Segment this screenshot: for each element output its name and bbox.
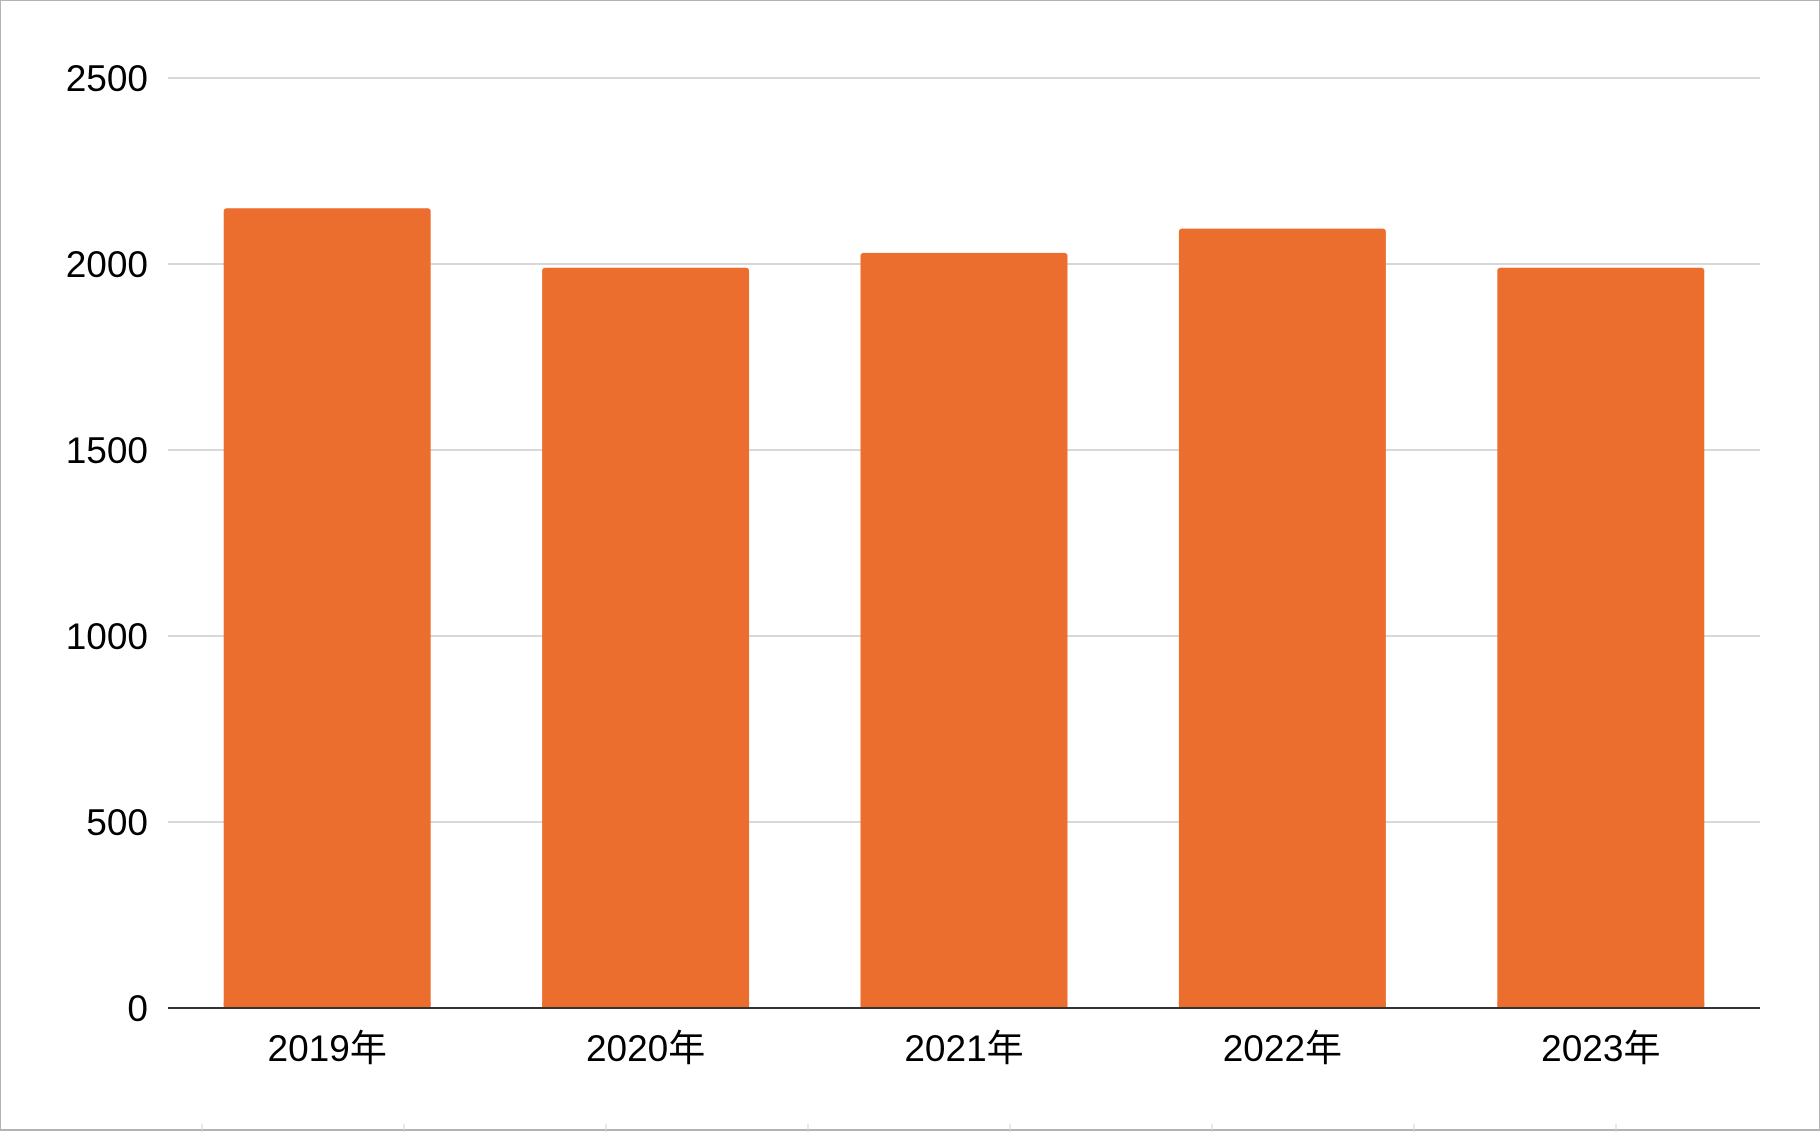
bar-base-2021年 — [860, 1002, 1068, 1008]
x-tick-label: 2022年 — [1223, 1028, 1342, 1069]
y-axis-tick-labels: 0 500 1000 1500 2000 2500 — [66, 58, 148, 1029]
y-tick-label: 500 — [86, 802, 148, 843]
y-tick-label: 2500 — [66, 58, 148, 99]
x-tick-label: 2020年 — [586, 1028, 705, 1069]
bar-base-2023年 — [1497, 1002, 1705, 1008]
bar-base-2022年 — [1178, 1002, 1386, 1008]
bars — [223, 208, 1705, 1009]
y-tick-label: 0 — [127, 988, 148, 1029]
bar-2022年 — [1178, 228, 1386, 1008]
bar-base-2020年 — [542, 1002, 750, 1008]
x-axis-tick-labels: 2019年 2020年 2021年 2022年 2023年 — [268, 1028, 1661, 1069]
y-tick-label: 1500 — [66, 430, 148, 471]
bar-2019年 — [223, 208, 431, 1008]
y-tick-label: 1000 — [66, 616, 148, 657]
x-tick-label: 2019年 — [268, 1028, 387, 1069]
bar-2021年 — [860, 252, 1068, 1009]
bar-2023年 — [1497, 267, 1705, 1009]
x-axis — [168, 1007, 1760, 1132]
bar-base-2019年 — [223, 1002, 431, 1008]
x-tick-label: 2023年 — [1541, 1028, 1660, 1069]
x-tick-label: 2021年 — [904, 1028, 1023, 1069]
y-tick-label: 2000 — [66, 244, 148, 285]
bar-2020年 — [542, 267, 750, 1009]
